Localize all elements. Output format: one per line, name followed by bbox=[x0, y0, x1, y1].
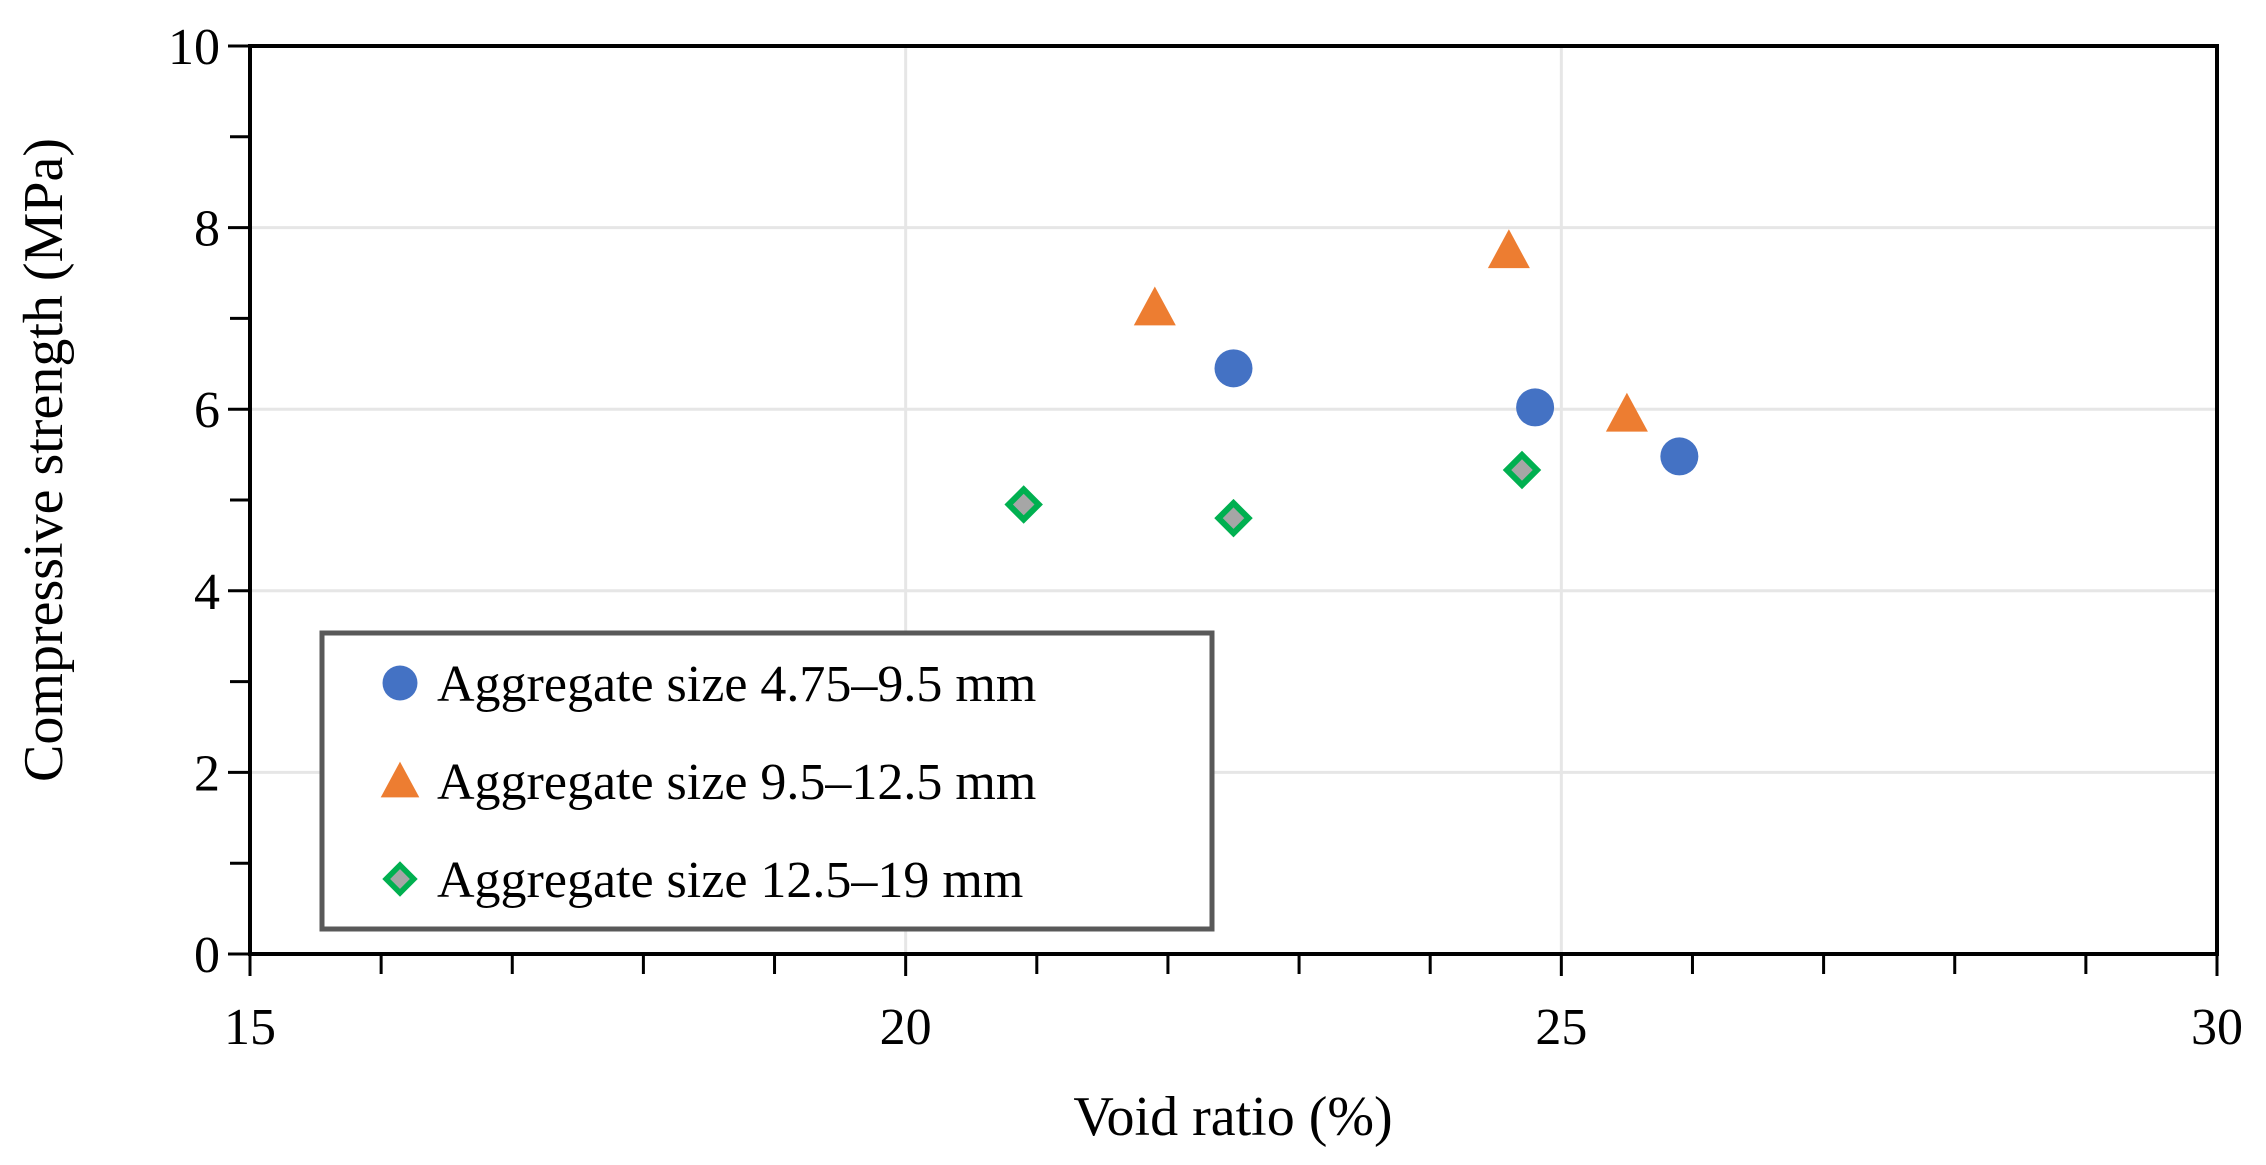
series-points bbox=[1214, 349, 1699, 476]
tick-labels: 15 20 25 30 0 2 4 6 8 10 bbox=[168, 19, 2243, 1056]
circle-marker bbox=[1660, 437, 1699, 476]
legend-label: Aggregate size 4.75–9.5 mm bbox=[437, 656, 1036, 713]
y-tick-label: 6 bbox=[194, 382, 220, 439]
x-tick-label: 30 bbox=[2191, 999, 2243, 1056]
circle-marker bbox=[1214, 349, 1253, 388]
y-tick-label: 2 bbox=[194, 745, 220, 802]
x-tick-label: 15 bbox=[224, 999, 276, 1056]
legend-label: Aggregate size 12.5–19 mm bbox=[437, 852, 1023, 909]
diamond-marker bbox=[1502, 450, 1542, 490]
legend-entry: Aggregate size 12.5–19 mm bbox=[382, 852, 1023, 909]
diamond-marker bbox=[1214, 498, 1253, 538]
triangle-marker bbox=[1133, 286, 1176, 326]
legend-entry: Aggregate size 9.5–12.5 mm bbox=[380, 754, 1036, 811]
legend-entry: Aggregate size 4.75–9.5 mm bbox=[382, 656, 1036, 713]
data-points bbox=[1004, 229, 1699, 538]
circle-marker bbox=[1516, 388, 1555, 427]
series-points bbox=[1004, 450, 1542, 538]
axes bbox=[228, 44, 2219, 976]
diamond-marker bbox=[1004, 485, 1043, 524]
x-tick-label: 25 bbox=[1535, 999, 1587, 1056]
x-axis-title: Void ratio (%) bbox=[1073, 1086, 1392, 1148]
legend: Aggregate size 4.75–9.5 mm Aggregate size… bbox=[319, 630, 1215, 932]
y-tick-label: 10 bbox=[168, 19, 220, 76]
triangle-marker bbox=[1487, 229, 1530, 269]
circle-marker bbox=[382, 665, 418, 701]
legend-label: Aggregate size 9.5–12.5 mm bbox=[437, 754, 1036, 811]
y-tick-label: 8 bbox=[194, 201, 220, 258]
triangle-marker bbox=[1605, 392, 1648, 432]
y-tick-label: 0 bbox=[194, 927, 220, 984]
y-axis-title: Compressive strength (MPa) bbox=[13, 138, 75, 782]
y-tick-label: 4 bbox=[194, 564, 220, 621]
legend-box bbox=[319, 630, 1215, 932]
diamond-marker bbox=[382, 861, 418, 897]
triangle-marker bbox=[380, 761, 420, 798]
x-tick-label: 20 bbox=[880, 999, 932, 1056]
series-points bbox=[1133, 229, 1648, 432]
